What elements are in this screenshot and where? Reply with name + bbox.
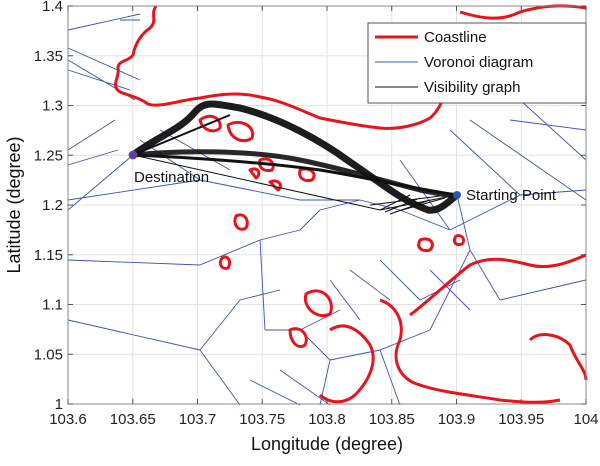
coastline (114, 4, 588, 404)
x-tick-label: 104 (573, 411, 598, 428)
x-tick-labels: 103.6 103.65 103.7 103.75 103.8 103.85 103.9 10… (49, 411, 598, 428)
legend-voronoi: Voronoi diagram (424, 54, 533, 71)
start-marker (453, 191, 461, 199)
visibility-graph (130, 100, 460, 215)
y-tick-labels: 1 1.05 1.1 1.15 1.2 1.25 1.3 1.35 1.4 (34, 0, 63, 413)
x-tick-label: 103.75 (239, 411, 285, 428)
y-tick-label: 1.3 (42, 98, 63, 115)
x-tick-label: 103.9 (438, 411, 476, 428)
legend-coastline: Coastline (424, 29, 487, 46)
start-label: Starting Point (466, 187, 557, 204)
legend-visibility: Visibility graph (424, 79, 520, 96)
y-tick-label: 1.15 (34, 247, 63, 264)
x-tick-label: 103.65 (110, 411, 156, 428)
y-tick-label: 1.35 (34, 48, 63, 65)
y-tick-label: 1.05 (34, 346, 63, 363)
y-tick-label: 1.25 (34, 147, 63, 164)
y-axis-label: Latitude (degree) (4, 136, 24, 273)
y-tick-label: 1.1 (42, 297, 63, 314)
x-axis-label: Longitude (degree) (251, 434, 403, 454)
y-tick-label: 1.4 (42, 0, 63, 15)
destination-marker (128, 150, 138, 160)
x-tick-label: 103.85 (369, 411, 415, 428)
x-tick-label: 103.8 (308, 411, 346, 428)
legend: Coastline Voronoi diagram Visibility gra… (367, 22, 587, 104)
y-tick-label: 1 (55, 396, 63, 413)
x-tick-label: 103.6 (49, 411, 87, 428)
y-tick-label: 1.2 (42, 197, 63, 214)
x-tick-label: 103.95 (498, 411, 544, 428)
destination-label: Destination (134, 169, 209, 186)
x-tick-label: 103.7 (179, 411, 217, 428)
